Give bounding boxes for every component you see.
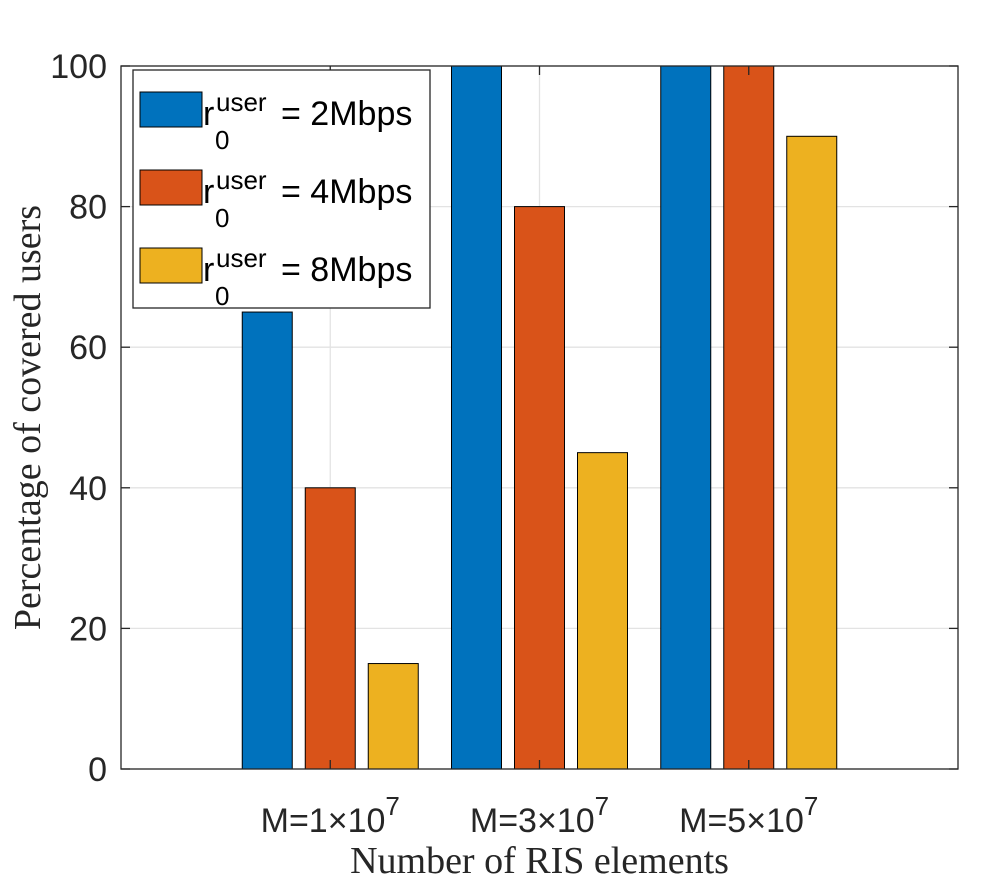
legend-label-var: r xyxy=(203,95,214,133)
bar-series-3-category-2 xyxy=(577,452,628,770)
legend-label-sup: user xyxy=(216,87,267,117)
x-axis-title: Number of RIS elements xyxy=(350,840,729,878)
bar-series-3-category-1 xyxy=(367,663,419,770)
y-tick-label: 100 xyxy=(50,48,107,86)
legend-label-sub: 0 xyxy=(215,125,229,155)
axis-ticks xyxy=(121,65,958,770)
x-tick-label: M=1×107 xyxy=(261,791,400,840)
y-tick-label: 40 xyxy=(69,470,107,508)
legend-label-value: = 8Mbps xyxy=(281,251,412,289)
bar-series-1-category-2 xyxy=(451,65,502,770)
legend-label-var: r xyxy=(203,173,214,211)
y-axis-title: Percentage of covered users xyxy=(7,205,49,630)
legend-label-sub: 0 xyxy=(215,281,229,311)
legend-label-var: r xyxy=(203,251,214,289)
legend-swatch xyxy=(139,247,203,284)
bar-series-2-category-2 xyxy=(514,206,565,770)
x-tick-labels: M=1×107 M=3×107 M=5×107 xyxy=(261,791,819,840)
bars xyxy=(241,65,838,770)
bar-series-2-category-1 xyxy=(304,487,356,770)
legend-swatch xyxy=(139,169,203,206)
legend-label-sub: 0 xyxy=(215,203,229,233)
y-tick-label: 60 xyxy=(69,329,107,367)
legend-swatch xyxy=(139,91,203,128)
bar-series-2-category-3 xyxy=(723,65,775,770)
bar-series-1-category-3 xyxy=(660,65,712,770)
legend-entry-3[interactable]: r user 0 = 8Mbps xyxy=(139,243,412,311)
y-tick-label: 0 xyxy=(88,751,107,789)
y-tick-label: 20 xyxy=(69,610,107,648)
y-tick-labels: 0 20 40 60 80 100 xyxy=(50,48,107,789)
legend-label-value: = 2Mbps xyxy=(281,95,412,133)
y-tick-label: 80 xyxy=(69,189,107,227)
bar-series-1-category-1 xyxy=(241,311,293,770)
x-tick-label: M=3×107 xyxy=(470,791,609,840)
bar-series-3-category-3 xyxy=(786,135,838,770)
legend-label-sup: user xyxy=(216,165,267,195)
legend-entry-2[interactable]: r user 0 = 4Mbps xyxy=(139,165,412,233)
legend-label-sup: user xyxy=(216,243,267,273)
legend-label-value: = 4Mbps xyxy=(281,173,412,211)
legend-entry-1[interactable]: r user 0 = 2Mbps xyxy=(139,87,412,155)
x-tick-label: M=5×107 xyxy=(679,791,818,840)
